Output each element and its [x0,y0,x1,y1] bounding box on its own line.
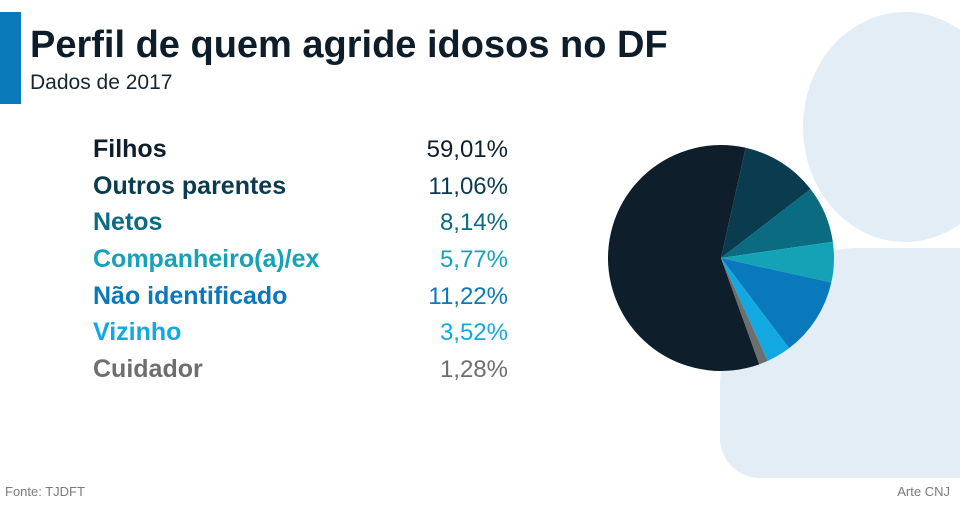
legend-value: 11,22% [428,282,508,310]
accent-bar [0,12,21,104]
source-note: Fonte: TJDFT [5,484,85,499]
legend-value: 8,14% [439,209,508,237]
legend-value: 11,06% [428,172,508,200]
pie-slice-netos [721,189,833,258]
pie-chart [607,145,834,372]
chart-title: Perfil de quem agride idosos no DF [30,24,668,66]
legend-row-outros-parentes: Outros parentes 11,06% [93,168,508,205]
legend-row-netos: Netos 8,14% [93,204,508,241]
legend-row-filhos: Filhos 59,01% [93,131,508,168]
legend-label: Filhos [93,135,167,163]
legend-row-vizinho: Vizinho 3,52% [93,314,508,351]
legend-row-cuidador: Cuidador 1,28% [93,351,508,388]
legend-row-nao-identificado: Não identificado 11,22% [93,278,508,315]
legend-row-companheiro-ex: Companheiro(a)/ex 5,77% [93,241,508,278]
legend-value: 1,28% [439,356,508,384]
pie-slice-companheiro-a-ex [721,241,834,283]
pie-slice-vizinho [721,258,790,361]
legend-value: 3,52% [439,319,508,347]
legend-label: Cuidador [93,355,203,384]
pie-slice-nao-identificado [721,258,832,349]
legend-value: 59,01% [426,136,508,163]
legend-value: 5,77% [439,246,508,274]
pie-slice-filhos [607,145,760,372]
chart-subtitle: Dados de 2017 [30,71,173,94]
legend-label: Companheiro(a)/ex [93,245,320,274]
legend-label: Não identificado [93,281,288,310]
pie-slice-cuidador [721,258,768,365]
legend-label: Netos [93,208,163,237]
legend-table: Filhos 59,01% Outros parentes 11,06% Net… [93,131,508,388]
silhouette-head [803,12,960,242]
pie-slice-outros-parentes [721,147,811,258]
credit-note: Arte CNJ [897,484,950,499]
legend-label: Vizinho [93,318,182,347]
legend-label: Outros parentes [93,171,287,200]
